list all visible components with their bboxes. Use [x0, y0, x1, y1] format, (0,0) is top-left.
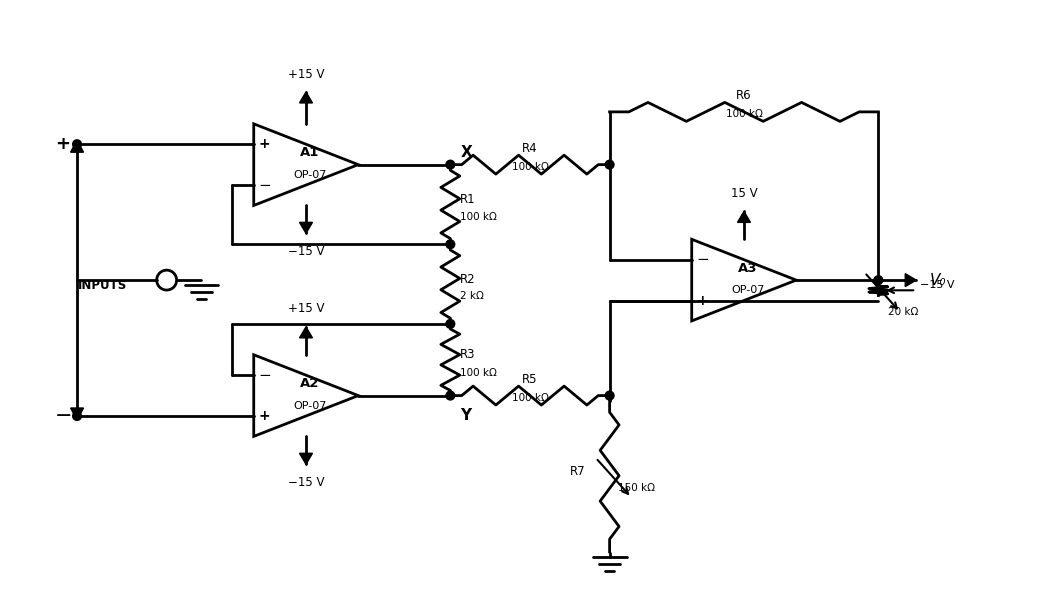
Circle shape: [874, 276, 883, 284]
Text: 100 kΩ: 100 kΩ: [460, 368, 497, 378]
Text: A3: A3: [738, 262, 757, 275]
Text: X: X: [460, 145, 472, 160]
Text: R1: R1: [460, 193, 476, 206]
Polygon shape: [70, 140, 84, 152]
Text: A2: A2: [300, 377, 320, 390]
Text: −15 V: −15 V: [920, 281, 955, 290]
Text: 20 kΩ: 20 kΩ: [888, 307, 918, 317]
Text: +: +: [55, 135, 71, 153]
Circle shape: [606, 391, 614, 400]
Text: R6: R6: [736, 90, 752, 102]
Text: Y: Y: [460, 408, 472, 423]
Polygon shape: [299, 453, 313, 464]
Polygon shape: [70, 408, 84, 420]
Text: INPUTS: INPUTS: [77, 279, 127, 291]
Text: R3: R3: [460, 348, 476, 361]
Text: +: +: [697, 293, 708, 307]
Text: R4: R4: [522, 142, 538, 155]
Text: 100 kΩ: 100 kΩ: [726, 109, 763, 119]
Text: 100 kΩ: 100 kΩ: [511, 393, 548, 402]
Text: 15 V: 15 V: [731, 187, 757, 200]
Circle shape: [606, 160, 614, 169]
Text: 100 kΩ: 100 kΩ: [511, 162, 548, 171]
Polygon shape: [299, 327, 313, 338]
Polygon shape: [905, 274, 916, 287]
Text: +: +: [258, 409, 271, 423]
Circle shape: [72, 140, 82, 148]
Circle shape: [446, 391, 455, 400]
Polygon shape: [737, 211, 750, 222]
Text: +: +: [258, 137, 271, 152]
Polygon shape: [299, 92, 313, 103]
Text: OP-07: OP-07: [293, 401, 326, 410]
Text: OP-07: OP-07: [731, 285, 765, 295]
Text: −: −: [54, 406, 72, 426]
Text: −: −: [697, 252, 709, 267]
Circle shape: [446, 240, 455, 248]
Text: V₀: V₀: [930, 273, 947, 288]
Text: −15 V: −15 V: [288, 245, 324, 258]
Text: 100 kΩ: 100 kΩ: [460, 212, 497, 222]
Text: A1: A1: [300, 146, 320, 159]
Text: R5: R5: [522, 373, 538, 386]
Text: −: −: [258, 178, 271, 193]
Text: R2: R2: [460, 273, 476, 285]
Text: −15 V: −15 V: [288, 476, 324, 488]
Text: +15 V: +15 V: [288, 302, 324, 316]
Text: 150 kΩ: 150 kΩ: [617, 483, 655, 493]
Circle shape: [446, 319, 455, 328]
Polygon shape: [299, 222, 313, 233]
Text: OP-07: OP-07: [293, 170, 326, 179]
Text: +15 V: +15 V: [288, 67, 324, 81]
Text: 2 kΩ: 2 kΩ: [460, 291, 484, 301]
Circle shape: [72, 411, 82, 421]
Text: R7: R7: [570, 465, 586, 478]
Circle shape: [446, 160, 455, 169]
Text: −: −: [258, 368, 271, 382]
